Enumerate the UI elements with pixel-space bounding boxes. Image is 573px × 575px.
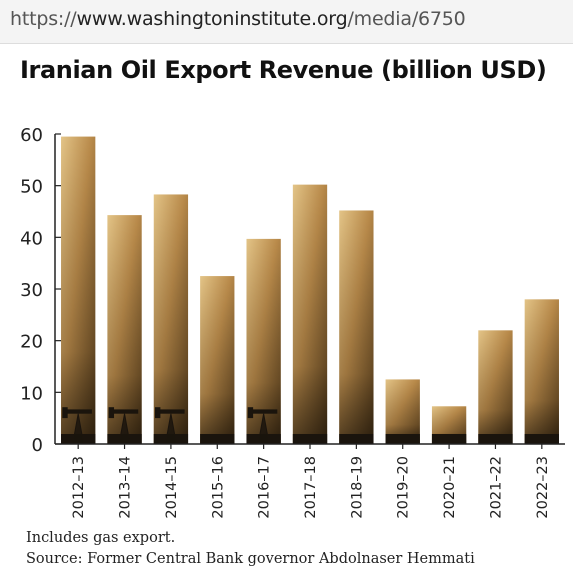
x-tick-label: 2014–15 xyxy=(164,456,180,519)
bar-shade xyxy=(153,194,189,444)
bar-2019–20 xyxy=(385,379,420,444)
y-tick-label: 40 xyxy=(20,228,43,249)
source-note: Source: Former Central Bank governor Abd… xyxy=(26,551,475,567)
y-tick-label: 50 xyxy=(20,177,43,198)
chart-title: Iranian Oil Export Revenue (billion USD) xyxy=(20,56,547,84)
bar-shade xyxy=(107,215,142,444)
bar-base-silhouette xyxy=(478,434,513,444)
bars-group xyxy=(61,136,559,445)
x-tick-label: 2020–21 xyxy=(442,456,458,519)
x-tick-label: 2019–20 xyxy=(396,456,412,519)
x-tick-label: 2017–18 xyxy=(303,456,319,519)
y-tick-label: 10 xyxy=(20,383,43,404)
y-tick-label: 60 xyxy=(20,125,43,146)
bar-base-silhouette xyxy=(524,434,559,444)
bar-2021–22 xyxy=(478,330,513,444)
address-bar[interactable]: https://www.washingtoninstitute.org/medi… xyxy=(0,0,573,44)
x-tick-label: 2021–22 xyxy=(488,456,504,519)
bar-chart: 0 10 20 30 40 50 60 2012–13 2013–14 2014–15 2015–1… xyxy=(20,125,565,519)
bar-shade xyxy=(524,299,559,444)
url-prefix: https:// xyxy=(10,8,77,30)
x-tick-label: 2015–16 xyxy=(210,456,226,519)
bar-base-silhouette xyxy=(292,434,328,444)
bar-2017–18 xyxy=(292,184,328,444)
bar-2020–21 xyxy=(431,406,467,444)
bar-base-silhouette xyxy=(385,434,420,444)
bar-base-silhouette xyxy=(339,434,374,444)
axes-group: 0 10 20 30 40 50 60 2012–13 2013–14 2014–15 2015–1… xyxy=(20,125,565,519)
bar-shade xyxy=(200,276,235,444)
y-tick-label: 20 xyxy=(20,332,43,353)
bar-shade xyxy=(61,136,96,445)
bar-shade xyxy=(292,184,328,444)
url-host: www.washingtoninstitute.org xyxy=(76,8,348,30)
y-tick-label: 0 xyxy=(32,435,43,456)
bar-2014–15 xyxy=(153,194,189,444)
y-tick-label: 30 xyxy=(20,280,43,301)
bar-2018–19 xyxy=(339,210,374,444)
x-tick-label: 2016–17 xyxy=(257,456,273,519)
url-path: /media/6750 xyxy=(347,8,466,30)
x-tick-label: 2022–23 xyxy=(535,456,551,519)
bar-shade xyxy=(478,330,513,444)
x-tick-label: 2012–13 xyxy=(71,456,87,519)
bar-2012–13 xyxy=(61,136,96,445)
bar-shade xyxy=(385,379,420,444)
bar-base-silhouette xyxy=(200,434,235,444)
bar-shade xyxy=(339,210,374,444)
url-text[interactable]: https://www.washingtoninstitute.org/medi… xyxy=(10,8,466,30)
footnote: Includes gas export. xyxy=(26,530,176,546)
x-tick-label: 2018–19 xyxy=(349,456,365,519)
bar-base-silhouette xyxy=(431,434,467,444)
x-tick-label: 2013–14 xyxy=(118,456,134,519)
pumpjack-silhouette-icon xyxy=(155,407,185,445)
bar-2022–23 xyxy=(524,299,559,444)
bar-2015–16 xyxy=(200,276,235,444)
bar-2013–14 xyxy=(107,215,142,444)
